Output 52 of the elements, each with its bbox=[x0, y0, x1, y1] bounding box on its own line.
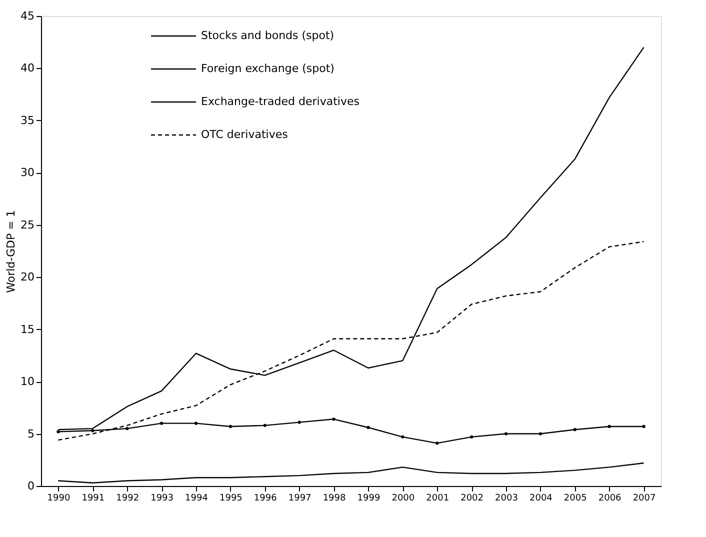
line-series bbox=[58, 462, 644, 484]
y-tick-label: 35 bbox=[20, 114, 34, 127]
point bbox=[538, 432, 542, 436]
point bbox=[91, 429, 94, 432]
legend-label: OTC derivatives bbox=[201, 128, 288, 141]
x-tick-label: 2001 bbox=[426, 494, 450, 504]
point bbox=[228, 424, 232, 428]
point bbox=[573, 428, 576, 432]
x-tick-label: 2002 bbox=[460, 494, 484, 504]
x-tick-label: 1990 bbox=[47, 494, 70, 504]
x-tick-label: 1992 bbox=[116, 494, 140, 504]
legend-label: Foreign exchange (spot) bbox=[201, 62, 334, 75]
legend-label: Stocks and bonds (spot) bbox=[201, 29, 334, 42]
y-tick-label: 20 bbox=[20, 270, 34, 284]
point bbox=[56, 430, 60, 434]
point bbox=[470, 435, 474, 438]
x-tick-label: 1995 bbox=[219, 494, 242, 504]
y-tick-label: 45 bbox=[20, 10, 34, 22]
x-tick-label: 2000 bbox=[392, 494, 415, 504]
x-tick-label: 2003 bbox=[495, 494, 518, 504]
point bbox=[160, 422, 164, 425]
point bbox=[642, 424, 646, 428]
point bbox=[298, 420, 301, 424]
legend-label: Exchange-traded derivatives bbox=[201, 95, 360, 108]
x-tick-label: 2006 bbox=[598, 494, 622, 504]
x-tick-label: 1994 bbox=[185, 494, 208, 504]
x-tick-label: 2004 bbox=[529, 494, 553, 504]
y-tick-label: 40 bbox=[20, 62, 34, 75]
point bbox=[366, 426, 370, 430]
x-tick-label: 1991 bbox=[82, 494, 105, 504]
point bbox=[194, 422, 198, 425]
point bbox=[504, 432, 508, 436]
x-tick-label: 2005 bbox=[564, 494, 587, 504]
x-tick-label: 2007 bbox=[632, 494, 656, 504]
point bbox=[436, 442, 439, 445]
point bbox=[126, 426, 129, 430]
y-tick-label: 5 bbox=[28, 427, 34, 440]
x-tick-label: 1996 bbox=[254, 494, 278, 504]
x-tick-label: 1993 bbox=[150, 494, 174, 504]
point bbox=[332, 418, 336, 421]
x-tick-label: 1997 bbox=[288, 494, 312, 504]
y-axis-title: World-GDP = 1 bbox=[4, 210, 18, 293]
y-tick-label: 25 bbox=[20, 218, 34, 232]
point bbox=[263, 424, 266, 427]
x-tick-label: 1998 bbox=[322, 494, 346, 504]
x-tick-label: 1999 bbox=[357, 494, 380, 504]
point bbox=[608, 424, 611, 428]
y-tick-label: 0 bbox=[28, 480, 34, 492]
y-tick-label: 30 bbox=[20, 166, 34, 180]
point bbox=[401, 435, 404, 438]
y-tick-label: 15 bbox=[20, 322, 34, 336]
y-tick-label: 10 bbox=[20, 375, 34, 388]
